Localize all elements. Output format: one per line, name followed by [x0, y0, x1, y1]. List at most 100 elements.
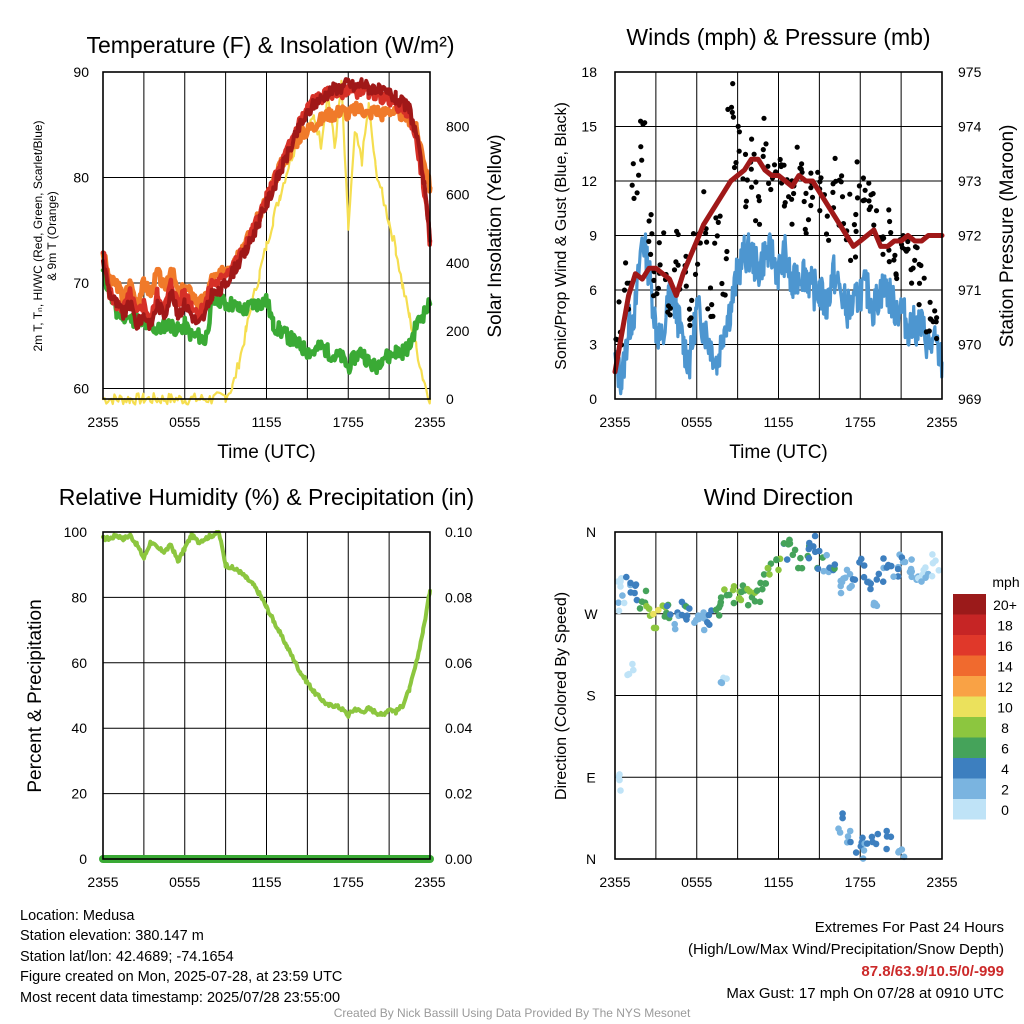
series-line-2m-temp: [101, 77, 432, 331]
direction-dot: [908, 556, 915, 563]
gust-dot: [808, 202, 814, 209]
y2-tick-label: 600: [446, 187, 470, 203]
direction-dot: [756, 598, 764, 606]
gust-dot: [674, 228, 680, 234]
gust-dot: [817, 179, 823, 185]
gust-dot: [808, 170, 814, 176]
gust-dot: [934, 315, 940, 321]
x-tick-label: 0555: [681, 414, 712, 430]
x-tick-label: 2355: [414, 414, 445, 430]
direction-dot: [823, 551, 830, 559]
gust-dot: [623, 260, 629, 266]
gust-dot: [933, 319, 939, 325]
gust-dot: [715, 219, 721, 225]
legend-swatch: [953, 737, 986, 758]
legend-label: 18: [997, 618, 1013, 634]
direction-dot: [860, 573, 868, 581]
gust-dot: [735, 123, 741, 129]
direction-dot: [846, 570, 854, 578]
direction-dot: [671, 620, 678, 628]
gust-dot: [683, 283, 689, 289]
gust-dot: [910, 265, 916, 271]
gust-dot: [866, 180, 872, 186]
x-axis-label: Time (UTC): [217, 442, 316, 463]
direction-dot: [783, 556, 791, 563]
gust-dot: [856, 183, 863, 189]
gust-dot: [817, 208, 823, 214]
direction-dot: [856, 559, 863, 566]
gust-dot: [648, 212, 654, 218]
gust-dot: [870, 191, 876, 197]
gust-dot: [892, 252, 898, 258]
gust-dot: [753, 179, 759, 185]
direction-dot: [667, 611, 674, 618]
gust-dot: [646, 238, 652, 244]
gust-dot: [723, 256, 729, 262]
y-tick-label: W: [584, 606, 598, 622]
extremes-box: Extremes For Past 24 Hours (High/Low/Max…: [688, 917, 1004, 1005]
gust-dot: [646, 218, 652, 224]
x-tick-label: 0555: [169, 874, 200, 890]
x-tick-label: 2355: [599, 414, 630, 430]
gust-dot: [909, 280, 915, 286]
gust-dot: [616, 299, 622, 305]
direction-dot: [879, 578, 887, 585]
gust-dot: [630, 161, 636, 167]
y-tick-label: 80: [73, 169, 89, 185]
y2-tick-label: 973: [958, 173, 982, 189]
direction-dot: [730, 599, 738, 607]
direction-dot: [935, 567, 943, 574]
gust-dot: [860, 175, 867, 181]
legend-label: 12: [997, 679, 1013, 695]
gust-dot: [719, 280, 725, 287]
gust-dot: [629, 182, 635, 188]
gust-dot: [916, 261, 922, 267]
gust-dot: [866, 198, 872, 204]
x-tick-label: 1755: [333, 874, 364, 890]
x-tick-label: 2355: [926, 414, 957, 430]
y2-axis-label: Solar Insolation (Yellow): [485, 134, 506, 337]
direction-dot: [631, 589, 638, 597]
gust-dot: [689, 297, 695, 303]
extremes-values: 87.8/63.9/10.5/0/-999: [861, 963, 1004, 980]
legend-label: 4: [1001, 761, 1009, 777]
gust-dot: [799, 161, 805, 167]
direction-dot: [880, 555, 887, 562]
plot-frame: [102, 531, 431, 860]
direction-dot: [928, 572, 936, 580]
direction-dot: [615, 599, 622, 606]
gust-dot: [934, 335, 940, 342]
direction-dot: [617, 787, 624, 794]
direction-dot: [885, 561, 892, 569]
direction-dot: [797, 554, 804, 562]
direction-dot: [908, 568, 915, 575]
gust-dot: [839, 194, 846, 200]
gust-dot: [701, 189, 707, 195]
direction-dot: [883, 827, 890, 835]
direction-dot: [918, 578, 925, 585]
gust-dot: [731, 164, 738, 171]
panel-title: Temperature (F) & Insolation (W/m²): [86, 32, 454, 58]
y2-tick-label: 0.00: [445, 851, 472, 867]
direction-dot: [751, 598, 759, 605]
gust-dot: [781, 162, 787, 168]
gust-dot: [803, 230, 809, 236]
gust-dot: [717, 213, 723, 219]
direction-dot: [715, 612, 723, 619]
direction-dot: [863, 840, 871, 847]
gust-dot: [744, 177, 750, 183]
gust-dot: [802, 226, 808, 232]
direction-dot: [739, 582, 747, 589]
x-tick-label: 1755: [333, 414, 364, 430]
gust-dot: [862, 187, 868, 193]
legend-label: 0: [1001, 802, 1009, 818]
direction-dot: [842, 574, 849, 582]
direction-dot: [744, 601, 752, 609]
direction-dot: [929, 559, 937, 567]
gust-dot: [912, 244, 919, 250]
gust-dot: [782, 200, 788, 206]
gust-dot: [887, 218, 893, 225]
gust-dot: [794, 144, 800, 150]
direction-dot: [848, 582, 855, 590]
